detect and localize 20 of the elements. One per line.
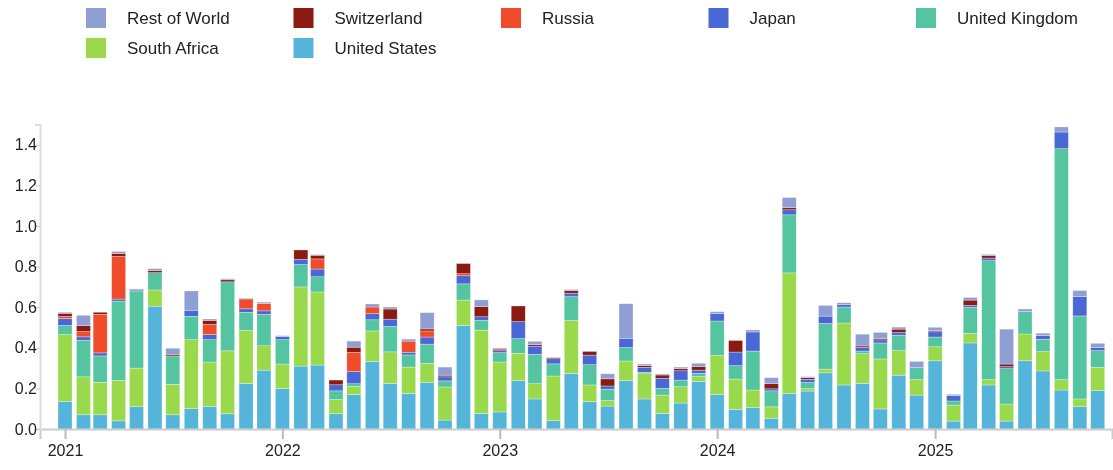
x-tick-label: 2023	[482, 442, 519, 460]
legend-label: Switzerland	[334, 9, 423, 28]
y-tick-label: 0.2	[14, 380, 38, 398]
y-tick-label: 1.2	[14, 177, 38, 195]
x-tick-label: 2022	[265, 442, 301, 460]
legend-label: United Kingdom	[957, 9, 1078, 28]
legend-label: Russia	[542, 9, 595, 28]
y-tick-label: 0.4	[14, 339, 38, 357]
y-tick-label: 1.0	[14, 217, 38, 235]
x-tick-label: 2025	[917, 442, 954, 460]
y-tick-label: 0.0	[14, 420, 38, 438]
legend-label: South Africa	[127, 39, 220, 58]
y-tick-label: 0.8	[14, 258, 38, 276]
x-tick-label: 2024	[699, 442, 736, 460]
x-tick-label: 2021	[47, 442, 84, 460]
legend-label: Japan	[749, 9, 796, 28]
y-tick-label: 1.4	[14, 136, 38, 154]
y-tick-label: 0.6	[14, 298, 38, 316]
legend-label: United States	[334, 39, 437, 58]
legend-label: Rest of World	[127, 9, 230, 28]
